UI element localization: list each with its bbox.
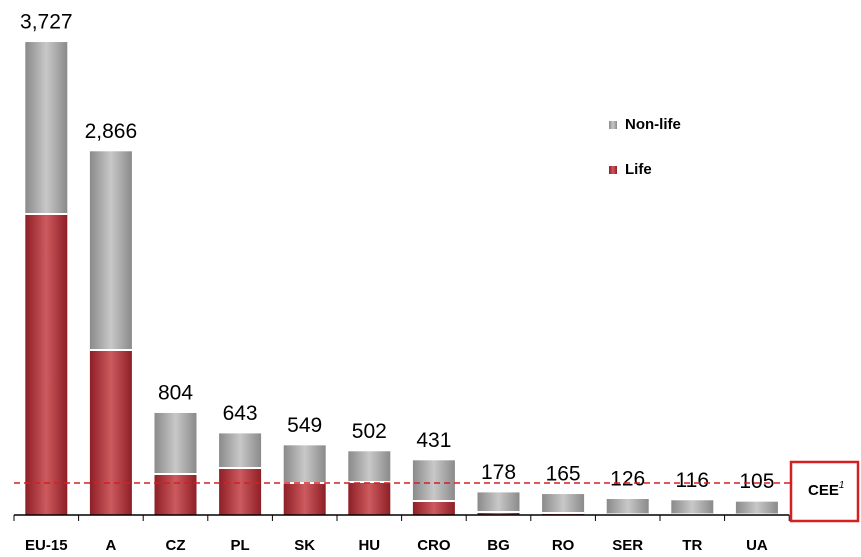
bar-segment [348,482,391,515]
total-label: 804 [158,382,193,405]
bar-segment [348,451,391,483]
x-tick-label: UA [746,537,768,554]
reference-label-text: CEE [808,482,839,499]
total-label: 549 [287,414,322,437]
bar-segment [542,494,585,513]
total-label: 431 [416,429,451,452]
total-label: 2,866 [85,120,138,143]
total-label: 116 [676,469,709,492]
x-tick-label: SER [612,537,643,554]
bar-segment [283,445,326,484]
bar-segment [283,483,326,515]
bar-segment [412,460,455,502]
bar-segment [477,492,520,512]
x-tick-label: A [105,537,116,554]
total-label: 165 [546,463,581,486]
legend-swatch [609,121,617,129]
bar-segment [671,500,714,515]
reference-box [789,460,860,523]
bar-segment [89,350,132,515]
bar-segment [606,499,649,515]
x-tick-label: TR [682,537,702,554]
reference-superscript: 1 [839,480,845,491]
bar-segment [542,512,585,515]
bar-segment [25,213,68,515]
x-tick-label: BG [487,537,510,554]
x-tick-label: EU-15 [25,537,68,554]
total-label: 643 [223,402,258,425]
x-tick-label: RO [552,537,575,554]
x-tick-label: HU [358,537,380,554]
x-tick-label: PL [231,537,250,554]
reference-label: CEE1 [808,480,844,499]
bar-segment [219,468,262,515]
x-tick-label: SK [294,537,315,554]
total-label: 126 [610,468,645,491]
x-tick-label: CZ [166,537,186,554]
bar-segment [412,501,455,515]
bar-segment [25,42,68,214]
legend-label: Non-life [625,116,681,133]
total-label: 3,727 [20,11,73,34]
bar-segment [89,151,132,351]
legend-swatch [609,166,617,174]
bar-segment [735,501,778,515]
total-label: 502 [352,420,387,443]
bar-segment [154,474,197,515]
bar-segment [154,412,197,475]
legend-label: Life [625,161,652,178]
bar-segment [477,511,520,515]
x-tick-label: CRO [417,537,451,554]
total-label: 105 [739,470,774,493]
total-label: 178 [481,461,516,484]
bar-segment [219,433,262,469]
